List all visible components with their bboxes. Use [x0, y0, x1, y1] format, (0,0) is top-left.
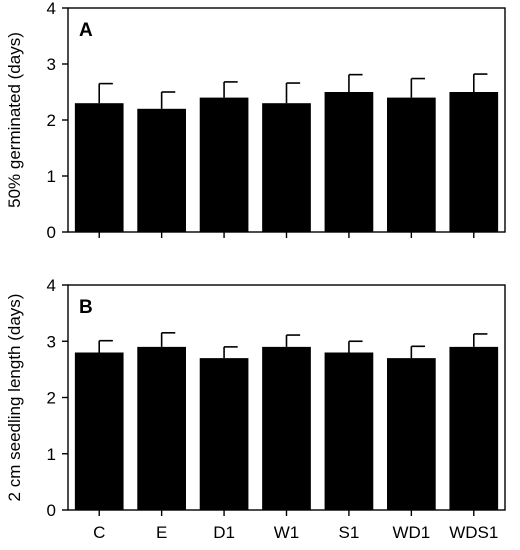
x-tick-label-d1: D1	[213, 523, 235, 542]
bar-w1	[262, 103, 311, 232]
chart-panel-a: 0 1 2 3 4 A 50% germinated (days)	[5, 0, 506, 242]
bar-c	[74, 103, 124, 232]
bar-d1	[199, 358, 249, 510]
bar-wds1	[449, 92, 499, 232]
y-tick-label: 0	[47, 501, 56, 520]
bar-s1	[324, 92, 374, 232]
panel-letter: B	[79, 297, 93, 318]
bar-wds1	[449, 346, 499, 510]
y-tick-label: 4	[47, 0, 56, 18]
x-tick-label-w1: W1	[274, 523, 300, 542]
chart-panel-b: 0 1 2 3 4 C E D1 W1 S1 WD1 WDS1 B 2 cm seedling lengt…	[5, 276, 506, 542]
y-tick-label: 4	[47, 276, 56, 295]
bar-w1	[262, 346, 311, 510]
y-tick-label: 0	[47, 223, 56, 242]
y-tick-label: 2	[47, 111, 56, 130]
bar-d1	[199, 97, 249, 232]
y-tick-label: 2	[47, 389, 56, 408]
bar-wd1	[387, 358, 436, 510]
bar-s1	[324, 352, 374, 510]
bar-c	[74, 352, 124, 510]
y-tick-label: 1	[47, 445, 56, 464]
y-tick-label: 3	[47, 55, 56, 74]
bar-e	[137, 108, 186, 232]
bar-wd1	[387, 97, 436, 232]
x-tick-label-e: E	[156, 523, 167, 542]
bar-e	[137, 346, 186, 510]
y-axis-title: 50% germinated (days)	[5, 32, 24, 208]
y-tick-label: 1	[47, 167, 56, 186]
y-tick-label: 3	[47, 332, 56, 351]
panel-letter: A	[79, 20, 93, 41]
x-tick-label-wds1: WDS1	[449, 523, 498, 542]
x-tick-label-s1: S1	[339, 523, 360, 542]
y-axis-title: 2 cm seedling length (days)	[5, 294, 24, 502]
x-tick-label-c: C	[93, 523, 105, 542]
x-tick-label-wd1: WD1	[392, 523, 430, 542]
